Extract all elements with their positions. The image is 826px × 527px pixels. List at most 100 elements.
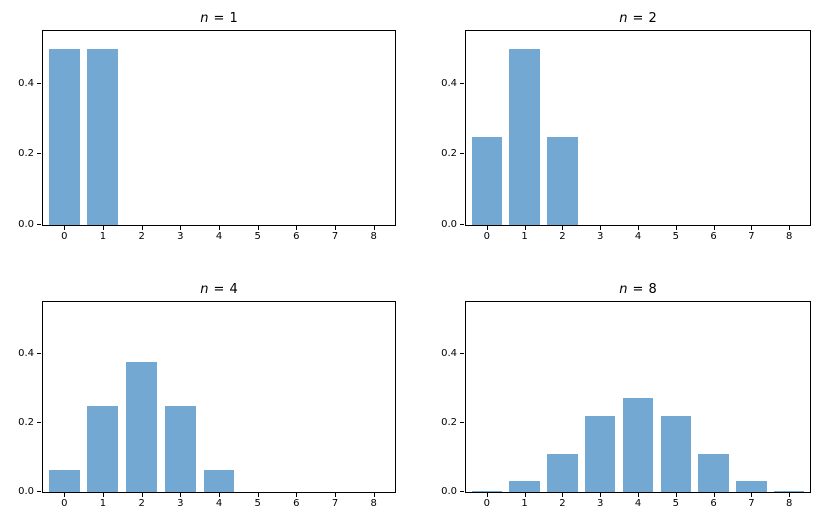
x-tick-label: 6	[293, 231, 300, 242]
x-tick-mark	[600, 226, 602, 230]
x-tick-mark	[675, 226, 677, 230]
bar	[48, 48, 80, 225]
x-tick-label: 5	[672, 498, 679, 509]
x-tick-mark	[64, 493, 66, 497]
x-tick-mark	[675, 493, 677, 497]
title-equals: =	[632, 281, 644, 297]
x-tick-label: 0	[483, 231, 490, 242]
x-tick-mark	[219, 493, 220, 497]
y-tick-mark	[460, 421, 464, 423]
subplot-n2-title: n = 2	[466, 10, 810, 26]
x-tick-mark	[600, 493, 602, 497]
subplot-n8-title: n8=8	[466, 281, 810, 297]
x-tick-label: 7	[748, 498, 755, 509]
y-tick-label: 0.4	[441, 347, 457, 359]
x-tick-label: 6	[710, 498, 717, 509]
x-tick-label: 8	[370, 498, 377, 509]
x-tick-label: 8	[786, 231, 793, 242]
title-equals: =	[213, 10, 225, 26]
x-tick-label: 2	[559, 498, 566, 509]
bar	[87, 405, 119, 492]
title-equals: =	[632, 10, 644, 26]
x-tick-mark	[102, 226, 104, 230]
x-tick-mark	[638, 493, 639, 497]
bar	[87, 48, 119, 225]
y-tick-label: 0.4	[18, 347, 34, 359]
title-variable: n	[200, 281, 209, 297]
x-tick-mark	[713, 493, 715, 497]
bar	[471, 136, 502, 225]
bar	[547, 136, 578, 225]
x-tick-label: 1	[99, 498, 107, 509]
x-tick-mark	[638, 226, 639, 230]
x-tick-label: 7	[331, 498, 339, 509]
subplot-n1: n = 1 0 1 2 3 4 5 6 7 8 0.0 0.2 0.4	[18, 11, 396, 242]
y-tick-label: 0.4	[18, 77, 34, 89]
title-equals: =	[213, 281, 225, 297]
bar	[585, 416, 616, 492]
y-tick-label: 0.0	[441, 486, 457, 497]
title-variable: n	[200, 10, 209, 26]
x-tick-mark	[257, 226, 259, 230]
title-variable: n	[619, 281, 628, 297]
x-tick-label: 3	[597, 498, 604, 509]
x-tick-mark	[141, 493, 143, 497]
y-tick-mark	[37, 224, 41, 225]
title-value: 1	[229, 10, 238, 26]
x-tick-label: 1	[99, 231, 107, 242]
x-tick-label: 7	[331, 231, 339, 242]
x-tick-label: 5	[254, 498, 261, 509]
bar	[126, 362, 158, 492]
x-tick-mark	[562, 226, 564, 230]
x-tick-label: 4	[634, 498, 642, 509]
bar	[622, 397, 654, 492]
x-tick-label: 1	[521, 231, 528, 242]
x-tick-label: 1	[521, 498, 528, 509]
bar	[471, 490, 502, 492]
x-tick-mark	[180, 493, 182, 497]
bar	[164, 405, 196, 492]
x-tick-mark	[102, 493, 104, 497]
y-tick-mark	[37, 153, 41, 155]
bar	[509, 481, 540, 492]
x-tick-mark	[562, 493, 564, 497]
x-tick-mark	[373, 493, 375, 497]
x-tick-label: 0	[483, 498, 490, 509]
y-tick-mark	[37, 421, 41, 423]
x-tick-mark	[524, 226, 526, 230]
x-tick-label: 4	[634, 231, 642, 242]
x-tick-label: 3	[177, 498, 184, 509]
x-tick-label: 8	[370, 231, 377, 242]
x-tick-label: 4	[215, 498, 223, 509]
y-tick-mark	[460, 82, 464, 84]
y-tick-label: 0.4	[441, 77, 457, 89]
bar	[774, 490, 805, 492]
title-value: 8	[648, 281, 657, 297]
subplot-n4-title: n = 4	[43, 281, 395, 297]
x-tick-label: 6	[710, 231, 717, 242]
x-tick-label: 8	[786, 498, 793, 509]
y-tick-label: 0.0	[18, 219, 34, 230]
y-tick-label: 0.0	[18, 486, 34, 497]
x-tick-mark	[180, 226, 182, 230]
title-variable: n	[619, 10, 628, 26]
bar	[48, 470, 80, 492]
x-tick-label: 6	[293, 498, 300, 509]
x-tick-label: 3	[597, 231, 604, 242]
y-tick-mark	[460, 352, 464, 354]
x-tick-label: 2	[559, 231, 566, 242]
x-tick-label: 7	[748, 231, 755, 242]
x-tick-mark	[486, 493, 488, 497]
x-tick-mark	[524, 493, 526, 497]
x-tick-mark	[335, 226, 337, 230]
x-tick-mark	[257, 493, 259, 497]
y-tick-mark	[37, 352, 41, 354]
y-tick-label: 0.2	[441, 416, 457, 428]
x-tick-mark	[373, 226, 375, 230]
bar	[736, 481, 767, 492]
x-tick-label: 5	[672, 231, 679, 242]
bar	[509, 48, 540, 225]
y-tick-label: 0.2	[18, 148, 34, 160]
x-tick-mark	[64, 226, 66, 230]
